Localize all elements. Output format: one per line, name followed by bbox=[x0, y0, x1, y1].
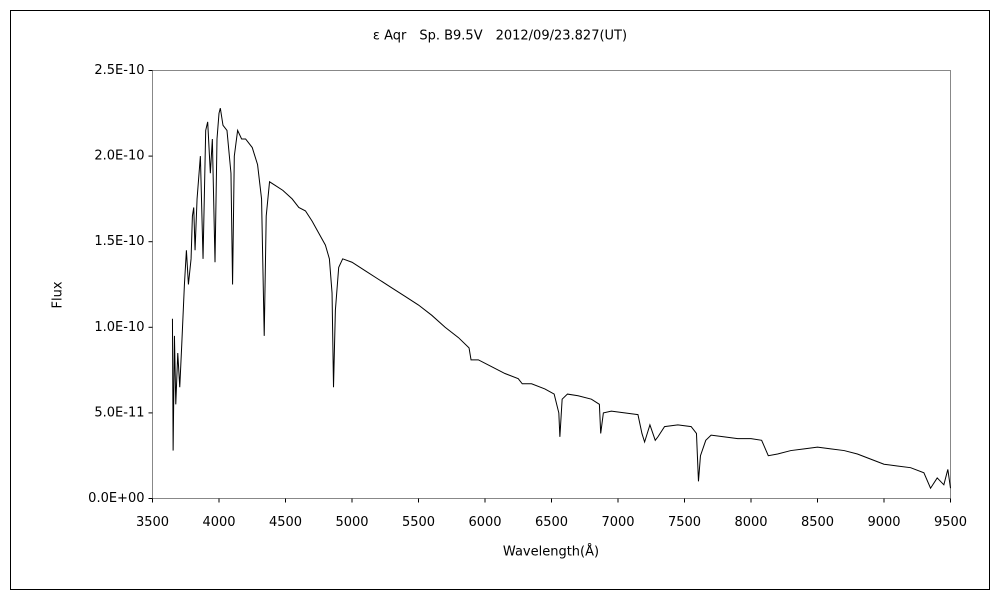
y-tick-label: 1.5E-10 bbox=[94, 234, 144, 249]
x-tick-label: 5500 bbox=[402, 515, 435, 530]
x-tick-label: 8000 bbox=[734, 515, 767, 530]
y-tick-label: 2.5E-10 bbox=[94, 63, 144, 78]
x-tick-label: 6000 bbox=[468, 515, 501, 530]
x-tick-label: 6500 bbox=[535, 515, 568, 530]
x-tick-label: 9000 bbox=[867, 515, 900, 530]
x-tick-label: 4000 bbox=[202, 515, 235, 530]
y-axis-label: Flux bbox=[51, 281, 66, 308]
y-tick-label: 2.0E-10 bbox=[94, 149, 144, 164]
x-tick-label: 8500 bbox=[801, 515, 834, 530]
y-tick-label: 1.0E-10 bbox=[94, 320, 144, 335]
chart-title: ε Aqr Sp. B9.5V 2012/09/23.827(UT) bbox=[373, 29, 627, 44]
spectrum-line bbox=[171, 108, 951, 490]
chart-frame bbox=[10, 10, 990, 590]
x-tick-label: 7500 bbox=[668, 515, 701, 530]
x-tick-label: 7000 bbox=[601, 515, 634, 530]
x-tick-label: 5000 bbox=[335, 515, 368, 530]
x-tick-label: 4500 bbox=[269, 515, 302, 530]
x-axis-label: Wavelength(Å) bbox=[503, 544, 599, 560]
y-tick-label: 0.0E+00 bbox=[88, 491, 144, 506]
y-tick-label: 5.0E-11 bbox=[94, 405, 144, 420]
x-tick-label: 3500 bbox=[136, 515, 169, 530]
x-tick-label: 9500 bbox=[934, 515, 967, 530]
